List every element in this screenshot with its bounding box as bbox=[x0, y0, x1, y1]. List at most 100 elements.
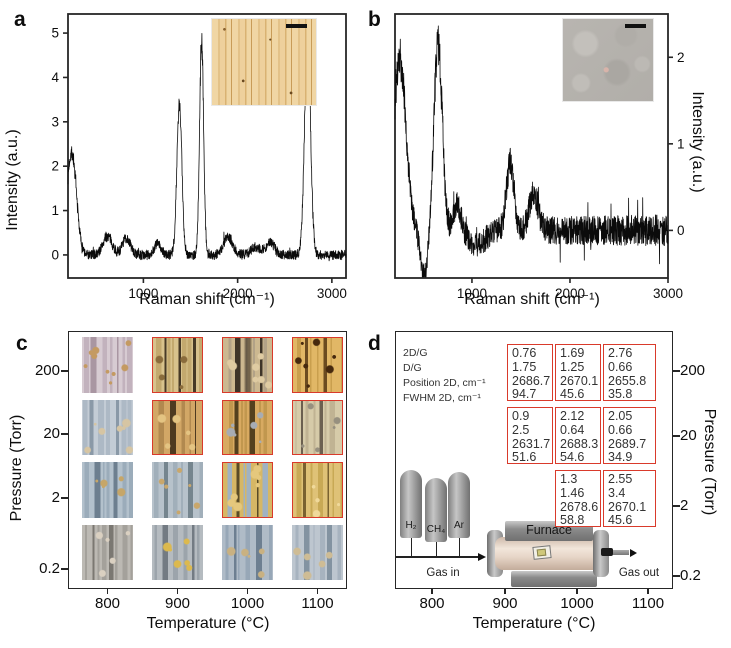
gas-in-label: Gas in bbox=[426, 567, 460, 579]
metric-value: 0.9 bbox=[512, 409, 530, 423]
flow-arrow-out-icon bbox=[630, 548, 637, 557]
metric-value: 1.46 bbox=[560, 485, 585, 500]
metrics-box-200torr-900C: 0.76 1.75 2686.7 94.7 bbox=[507, 344, 553, 401]
metrics-box-200torr-1100C: 2.76 0.66 2655.8 35.8 bbox=[603, 344, 656, 401]
panel-a-plot: 1000 2000 3000 0 1 2 3 4 5 bbox=[51, 13, 347, 301]
metrics-box-200torr-1000C: 1.69 1.25 2670.1 45.6 bbox=[555, 344, 601, 401]
metric-value: 34.9 bbox=[608, 450, 633, 465]
pressure-tick-label: 20 bbox=[43, 425, 60, 442]
legend-fwhm-2d: FWHM 2D, cm⁻¹ bbox=[403, 392, 481, 404]
metric-value: 2.5 bbox=[512, 422, 530, 437]
gas-line-ch4 bbox=[435, 542, 437, 556]
gas-cylinder-ar-label: Ar bbox=[454, 520, 464, 531]
metric-value: 3.4 bbox=[608, 485, 626, 500]
temperature-tick bbox=[316, 589, 319, 594]
pressure-tick bbox=[673, 370, 680, 372]
furnace-bottom-block bbox=[511, 571, 597, 587]
metric-value: 0.64 bbox=[560, 422, 585, 437]
temperature-tick-label: 1100 bbox=[631, 595, 665, 612]
metrics-box-20torr-1100C: 2.05 0.66 2689.7 34.9 bbox=[603, 407, 656, 464]
gas-manifold-line bbox=[396, 556, 480, 558]
panel-b-letter: b bbox=[368, 8, 381, 31]
legend-position-2d: Position 2D, cm⁻¹ bbox=[403, 377, 486, 389]
metric-value: 2686.7 bbox=[512, 373, 551, 388]
y-tick-label: 4 bbox=[51, 70, 59, 85]
micrograph-0.2torr-1000C bbox=[222, 524, 273, 580]
panel-d-xlabel: Temperature (°C) bbox=[472, 615, 596, 632]
metrics-box-2torr-1000C: 1.3 1.46 2678.6 58.8 bbox=[555, 470, 601, 527]
panel-b-inset-scale-bar bbox=[625, 24, 646, 28]
gas-cylinder-ch4-label: CH₄ bbox=[426, 524, 446, 535]
x-tick-label: 3000 bbox=[317, 286, 347, 301]
metric-value: 2.76 bbox=[608, 346, 633, 360]
metric-value: 35.8 bbox=[608, 387, 633, 402]
metric-value: 2678.6 bbox=[560, 499, 599, 514]
pressure-tick-label: 0.2 bbox=[680, 567, 701, 584]
panel-b-inset-micrograph bbox=[562, 18, 654, 102]
metrics-legend: 2D/G D/G Position 2D, cm⁻¹ FWHM 2D, cm⁻¹ bbox=[403, 346, 486, 406]
panel-c: c Pressure (Torr) Temperature (°C) 50 µm… bbox=[0, 324, 365, 648]
temperature-tick bbox=[576, 589, 578, 594]
micrograph-0.2torr-800C bbox=[82, 524, 133, 580]
micrograph-2torr-900C bbox=[152, 462, 203, 518]
pressure-tick bbox=[61, 433, 68, 435]
micrograph-20torr-1000C bbox=[222, 399, 273, 455]
x-tick-label: 1000 bbox=[457, 286, 487, 301]
gas-cylinder-ar: Ar bbox=[448, 472, 470, 538]
micrograph-20torr-1100C bbox=[292, 399, 343, 455]
temperature-tick-label: 900 bbox=[492, 595, 518, 612]
metric-value: 2655.8 bbox=[608, 373, 647, 388]
metric-value: 2670.1 bbox=[608, 499, 647, 514]
micrograph-2torr-800C bbox=[82, 462, 133, 518]
micrograph-200torr-1100C bbox=[292, 337, 343, 393]
metric-value: 1.69 bbox=[560, 346, 585, 360]
temperature-tick-label: 900 bbox=[164, 595, 191, 612]
micrograph-20torr-900C bbox=[152, 399, 203, 455]
panel-b-plot: 1000 2000 3000 0 1 2 bbox=[394, 13, 685, 301]
panel-a-letter: a bbox=[14, 8, 26, 31]
temperature-tick-label: 1000 bbox=[230, 595, 265, 612]
metric-value: 45.6 bbox=[608, 513, 633, 528]
metrics-box-20torr-900C: 0.9 2.5 2631.7 51.6 bbox=[507, 407, 553, 464]
y-tick-label: 1 bbox=[51, 203, 59, 218]
panel-b-ylabel: Intensity (a.u.) bbox=[689, 91, 706, 193]
temperature-tick bbox=[246, 589, 249, 594]
micrograph-200torr-800C bbox=[82, 337, 133, 393]
metric-value: 2.12 bbox=[560, 409, 585, 423]
panel-b: 1000 2000 3000 0 1 2 b Intensity (a.u.) Raman… bbox=[365, 0, 731, 324]
pressure-tick-label: 0.2 bbox=[39, 560, 60, 577]
pressure-tick bbox=[673, 575, 680, 577]
metrics-box-20torr-1000C: 2.12 0.64 2688.3 54.6 bbox=[555, 407, 601, 464]
pressure-tick-label: 20 bbox=[680, 427, 697, 444]
legend-d-g-ratio: D/G bbox=[403, 362, 422, 374]
pressure-tick-label: 2 bbox=[680, 497, 689, 514]
panel-c-xlabel: Temperature (°C) bbox=[146, 615, 270, 632]
panel-a-inset-scale-bar bbox=[286, 24, 307, 28]
metric-value: 1.25 bbox=[560, 359, 585, 374]
outlet-nozzle bbox=[601, 548, 613, 556]
temperature-tick bbox=[504, 589, 506, 594]
metric-value: 1.75 bbox=[512, 359, 537, 374]
y-tick-label: 1 bbox=[677, 136, 685, 151]
micrograph-2torr-1100C bbox=[292, 462, 343, 518]
graphene-sample bbox=[536, 548, 547, 557]
pressure-tick bbox=[61, 568, 68, 570]
metric-value: 51.6 bbox=[512, 450, 537, 465]
metric-value: 45.6 bbox=[560, 387, 585, 402]
metric-value: 2688.3 bbox=[560, 436, 599, 451]
metric-value: 2670.1 bbox=[560, 373, 599, 388]
flow-arrow-in-icon bbox=[478, 553, 486, 561]
micrograph-2torr-1000C bbox=[222, 462, 273, 518]
y-tick-label: 0 bbox=[51, 247, 59, 262]
gas-out-label: Gas out bbox=[618, 567, 660, 579]
metrics-box-2torr-1100C: 2.55 3.4 2670.1 45.6 bbox=[603, 470, 656, 527]
gas-cylinder-ch4: CH₄ bbox=[425, 478, 447, 542]
plot-frame bbox=[67, 13, 347, 279]
temperature-tick-label: 800 bbox=[419, 595, 445, 612]
panel-a-ylabel: Intensity (a.u.) bbox=[4, 129, 21, 231]
micrograph-0.2torr-1100C bbox=[292, 524, 343, 580]
legend-2d-g-ratio: 2D/G bbox=[403, 347, 428, 359]
micrograph-200torr-900C bbox=[152, 337, 203, 393]
metric-value: 2631.7 bbox=[512, 436, 551, 451]
